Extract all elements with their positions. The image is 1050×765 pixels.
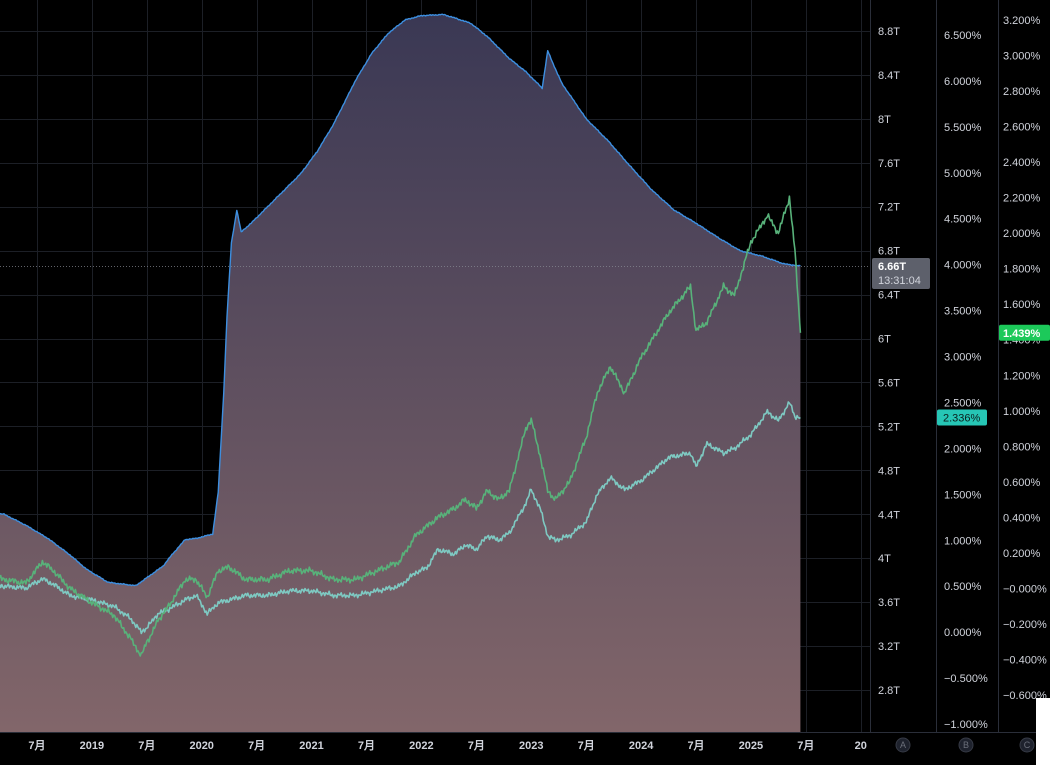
- scale-button-a-label: A: [900, 740, 906, 750]
- axis-a-tick: 8.8T: [878, 26, 900, 38]
- axis-c-tick: 2.200%: [1003, 193, 1041, 205]
- axis-b-tick: 4.500%: [944, 214, 982, 226]
- price-tag-a: [872, 258, 930, 290]
- price-tag-b: [937, 409, 987, 426]
- axis-c-tick: 2.600%: [1003, 122, 1041, 134]
- axis-a-tick: 7.6T: [878, 158, 900, 170]
- axis-c-tick: 3.200%: [1003, 15, 1041, 27]
- scale-button-a[interactable]: [895, 737, 911, 753]
- corner-overlay: [1036, 698, 1050, 765]
- scale-panel-c: [998, 0, 1050, 732]
- time-axis-label: 2019: [80, 740, 104, 752]
- axis-b-tick: 2.000%: [944, 443, 982, 455]
- axis-b-tick: 6.500%: [944, 30, 982, 42]
- scale-button-c[interactable]: [1019, 737, 1035, 753]
- axis-c-tick: 0.800%: [1003, 441, 1041, 453]
- axis-c-tick: 2.800%: [1003, 86, 1041, 98]
- axis-b-tick: 0.500%: [944, 581, 982, 593]
- axis-c-tick: 2.000%: [1003, 228, 1041, 240]
- time-axis-label: 7月: [358, 739, 375, 752]
- axis-a-tick: 3.6T: [878, 597, 900, 609]
- axis-b-tick: 6.000%: [944, 76, 982, 88]
- axis-c-tick: 0.600%: [1003, 477, 1041, 489]
- scale-buttons: A B C: [895, 737, 1035, 753]
- scale-panel-a: [870, 0, 936, 732]
- time-axis-label: 20: [855, 740, 867, 752]
- axis-b-tick: 1.000%: [944, 535, 982, 547]
- price-tag-a-value: 6.66T: [878, 261, 906, 273]
- axis-a-tick: 3.2T: [878, 641, 900, 653]
- time-axis-label: 7月: [28, 739, 45, 752]
- axis-c-tick: −0.600%: [1003, 690, 1047, 702]
- axis-c-tick: 0.400%: [1003, 512, 1041, 524]
- scale-button-b[interactable]: [958, 737, 974, 753]
- time-axis-background: [0, 732, 1050, 765]
- axis-c-tick: 3.000%: [1003, 51, 1041, 63]
- axis-a-tick: 4.4T: [878, 509, 900, 521]
- axis-a-tick: 2.8T: [878, 685, 900, 697]
- axis-b-tick: 3.000%: [944, 352, 982, 364]
- time-axis-label: 7月: [687, 739, 704, 752]
- axis-b-tick: 1.500%: [944, 489, 982, 501]
- axis-c-tick: −0.200%: [1003, 619, 1047, 631]
- axis-b-tick: 5.000%: [944, 168, 982, 180]
- time-axis-label: 2021: [299, 740, 323, 752]
- time-axis-label: 2024: [629, 740, 654, 752]
- scale-button-b-label: B: [963, 740, 969, 750]
- price-tags: 6.66T 13:31:04 2.336% 1.439%: [872, 258, 1050, 426]
- series-area-fill-a: [0, 14, 801, 732]
- axis-c-tick: 1.800%: [1003, 264, 1041, 276]
- time-axis-label: 7月: [138, 739, 155, 752]
- price-tag-c-value: 1.439%: [1003, 328, 1041, 340]
- axis-b-tick: 5.500%: [944, 122, 982, 134]
- axis-c-tick: 1.600%: [1003, 299, 1041, 311]
- axis-b-tick: −1.000%: [944, 719, 988, 731]
- axis-a-tick: 6T: [878, 334, 891, 346]
- axis-ticks: 8.8T 8.4T 8T 7.6T 7.2T 6.8T 6.4T 6T 5.6T 5.2T 4.8T…: [878, 15, 1047, 731]
- time-axis-label: 2020: [189, 740, 213, 752]
- axis-c-tick: 1.200%: [1003, 370, 1041, 382]
- time-axis[interactable]: 187月20197月20207月20217月20227月20237月20247月…: [0, 739, 867, 752]
- price-tag-a-countdown: 13:31:04: [878, 275, 921, 287]
- axis-b-tick: 3.500%: [944, 306, 982, 318]
- series-line-a: [0, 13, 801, 587]
- axis-a-tick: 6.8T: [878, 246, 900, 258]
- axis-a-tick: 5.6T: [878, 377, 900, 389]
- time-axis-label: 2022: [409, 740, 433, 752]
- axis-b-tick: 0.000%: [944, 627, 982, 639]
- axis-c-tick: 1.000%: [1003, 406, 1041, 418]
- series-line-b: [0, 401, 801, 635]
- axis-c-tick: 2.400%: [1003, 157, 1041, 169]
- axis-a-tick: 5.2T: [878, 421, 900, 433]
- price-tag-b-value: 2.336%: [943, 413, 981, 425]
- scale-panel-b: [936, 0, 998, 732]
- time-axis-label: 2025: [739, 740, 763, 752]
- axis-b-tick: 2.500%: [944, 397, 982, 409]
- time-axis-label: 7月: [797, 739, 814, 752]
- time-axis-label: 7月: [468, 739, 485, 752]
- time-axis-label: 2023: [519, 740, 543, 752]
- scale-button-c-label: C: [1024, 740, 1031, 750]
- axis-c-tick: −0.400%: [1003, 654, 1047, 666]
- price-tag-c: [999, 324, 1050, 341]
- axis-a-tick: 6.4T: [878, 290, 900, 302]
- scale-panels: [870, 0, 1050, 765]
- axis-c-tick: 0.200%: [1003, 548, 1041, 560]
- series-line-c: [0, 195, 802, 657]
- axis-a-tick: 4T: [878, 553, 891, 565]
- axis-a-tick: 7.2T: [878, 202, 900, 214]
- axis-a-tick: 8T: [878, 114, 891, 126]
- time-axis-label: 7月: [248, 739, 265, 752]
- axis-b-tick: −0.500%: [944, 673, 988, 685]
- axis-a-tick: 8.4T: [878, 70, 900, 82]
- axis-a-tick: 4.8T: [878, 465, 900, 477]
- series-layer: [0, 13, 870, 732]
- axis-b-tick: 4.000%: [944, 260, 982, 272]
- time-axis-label: 7月: [578, 739, 595, 752]
- axis-c-tick: −0.000%: [1003, 583, 1047, 595]
